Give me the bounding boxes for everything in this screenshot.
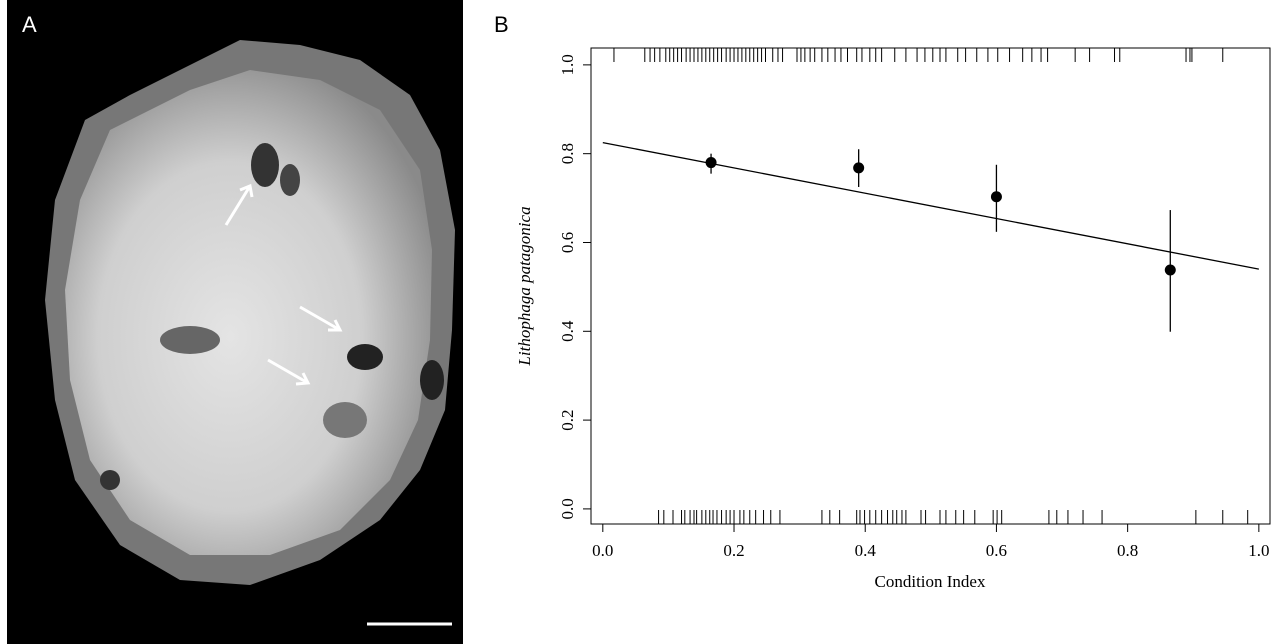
bore-hole — [347, 344, 383, 370]
shell-interior — [65, 70, 432, 555]
bore-hole — [420, 360, 444, 400]
arrow — [299, 305, 343, 332]
bore-hole — [160, 326, 220, 354]
point — [853, 162, 865, 174]
arrow — [224, 183, 254, 226]
point — [705, 157, 717, 169]
bore-hole — [251, 143, 279, 187]
bore-hole — [323, 402, 367, 438]
y-axis-title: Lithophaga patagonica — [515, 206, 534, 366]
x-tick-label: 0.2 — [723, 541, 744, 560]
plot: Condition Index Lithophaga patagonica — [515, 47, 1271, 591]
x-tick-label: 0.8 — [1117, 541, 1138, 560]
panel-label: B — [494, 12, 509, 37]
y-tick-label: 0.4 — [558, 320, 577, 342]
x-tick-label: 0.0 — [592, 541, 613, 560]
plot-frame — [590, 47, 1271, 525]
bore-hole — [280, 164, 300, 196]
photo-panel: A — [7, 0, 463, 644]
x-tick-label: 1.0 — [1248, 541, 1269, 560]
x-axis-title: Condition Index — [875, 572, 986, 591]
arrow — [267, 358, 311, 386]
x-tick-label: 0.6 — [986, 541, 1007, 560]
panel-label: A — [22, 12, 37, 37]
y-tick-label: 0.8 — [558, 143, 577, 164]
bore-hole — [100, 470, 120, 490]
x-tick-label: 0.4 — [855, 541, 877, 560]
point — [1164, 264, 1176, 276]
y-tick-label: 0.0 — [558, 498, 577, 519]
y-tick-label: 0.2 — [558, 409, 577, 430]
y-tick-label: 1.0 — [558, 54, 577, 75]
point — [990, 191, 1002, 203]
arrows — [224, 183, 343, 386]
fit-line — [602, 141, 1259, 270]
y-tick-label: 0.6 — [558, 232, 577, 253]
